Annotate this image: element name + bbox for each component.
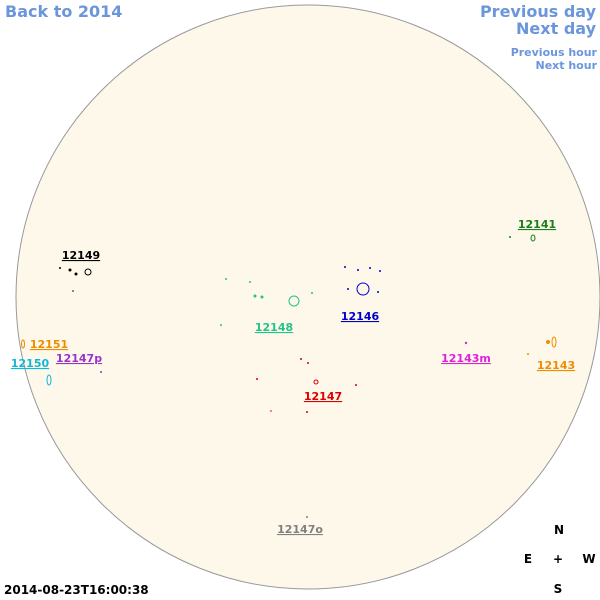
region-label[interactable]: 12148: [255, 321, 293, 334]
region-label[interactable]: 12143m: [441, 352, 491, 365]
timestamp: 2014-08-23T16:00:38: [4, 583, 149, 597]
region-label[interactable]: 12149: [62, 249, 100, 262]
solar-disc: [15, 4, 600, 590]
region-label[interactable]: 12147: [304, 390, 342, 403]
compass-center: +: [553, 552, 563, 566]
compass-west: W: [582, 552, 595, 566]
previous-hour-link[interactable]: Previous hour: [511, 46, 598, 59]
region-label[interactable]: 12151: [30, 338, 68, 351]
compass-east: E: [524, 552, 532, 566]
previous-day-link[interactable]: Previous day: [480, 2, 597, 21]
next-day-link[interactable]: Next day: [516, 19, 597, 38]
region-label[interactable]: 12150: [11, 357, 50, 370]
next-hour-link[interactable]: Next hour: [536, 59, 598, 72]
region-label[interactable]: 12147o: [277, 523, 323, 536]
region-label[interactable]: 12147p: [56, 352, 102, 365]
region-label[interactable]: 12146: [341, 310, 380, 323]
region-label[interactable]: 12141: [518, 218, 556, 231]
sunspot-speckles: [21, 234, 557, 518]
back-link[interactable]: Back to 2014: [5, 2, 122, 21]
compass-south: S: [554, 582, 563, 596]
compass-north: N: [554, 523, 564, 537]
region-label[interactable]: 12143: [537, 359, 575, 372]
